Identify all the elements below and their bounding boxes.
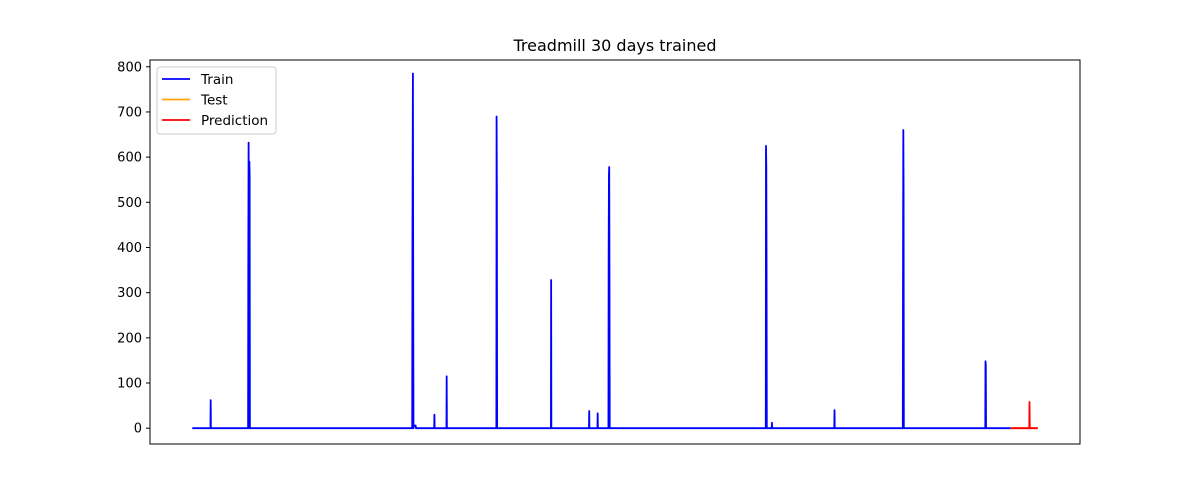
axes-frame xyxy=(149,59,1081,445)
plot-area: 0 100 200 300 400 500 600 700 800 xyxy=(117,59,1081,445)
y-tick-label: 0 xyxy=(134,422,142,437)
legend-label-test: Test xyxy=(200,93,228,109)
chart-title: Treadmill 30 days trained xyxy=(513,36,717,55)
y-tick-label: 500 xyxy=(117,196,142,211)
y-tick-label: 600 xyxy=(117,151,142,166)
y-tick-label: 300 xyxy=(117,286,142,301)
y-tick-label: 200 xyxy=(117,331,142,346)
series-line-train xyxy=(192,72,1011,430)
y-tick-label: 400 xyxy=(117,241,142,256)
legend-box xyxy=(156,66,277,135)
legend-label-prediction: Prediction xyxy=(201,113,268,129)
legend: Train Test Prediction xyxy=(156,66,277,135)
series-line-prediction xyxy=(1010,401,1038,430)
y-tick-label: 700 xyxy=(117,105,142,120)
y-tick-label: 100 xyxy=(117,377,142,392)
y-tick-label: 800 xyxy=(117,60,142,75)
legend-label-train: Train xyxy=(200,72,233,88)
